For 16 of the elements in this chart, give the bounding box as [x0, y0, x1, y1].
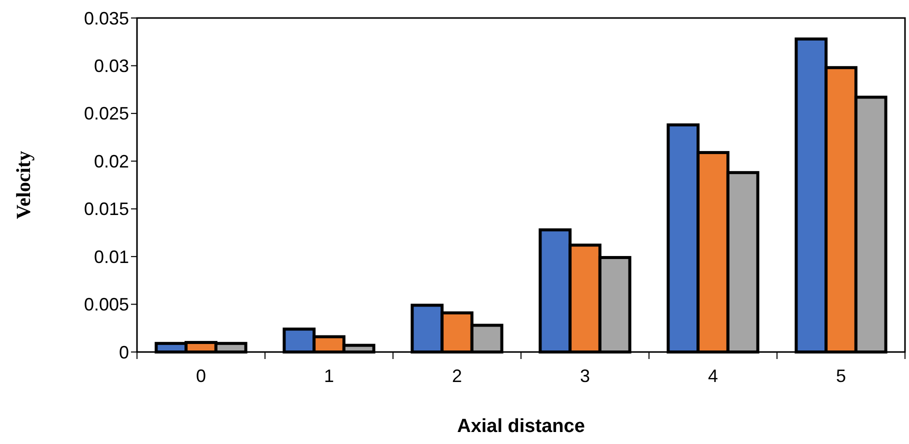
y-tick-label: 0.03	[94, 56, 129, 76]
x-axis-title: Axial distance	[457, 416, 585, 437]
y-tick-label: 0.035	[84, 8, 129, 28]
x-tick-label: 1	[324, 366, 334, 386]
x-tick-label: 5	[836, 366, 846, 386]
x-tick-label: 2	[452, 366, 462, 386]
y-tick-label: 0.015	[84, 199, 129, 220]
x-tick-label: 3	[580, 366, 590, 386]
y-tick-label: 0.02	[94, 151, 129, 172]
y-tick-label: 0.025	[84, 104, 129, 124]
y-axis-title: Velocity	[13, 150, 35, 220]
x-tick-label: 0	[196, 366, 206, 386]
y-tick-label: 0	[118, 342, 129, 362]
x-tick-label: 4	[708, 366, 718, 386]
y-tick-label: 0.01	[94, 246, 129, 267]
y-tick-label: 0.005	[84, 294, 129, 315]
